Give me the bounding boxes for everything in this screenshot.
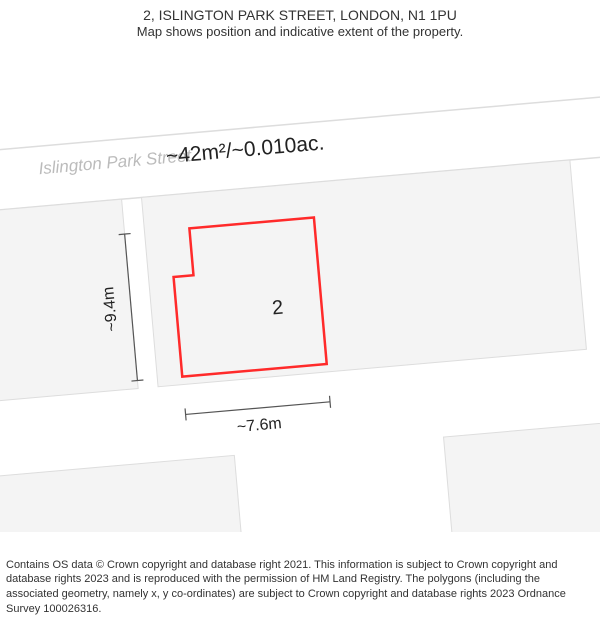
building-block <box>142 160 587 387</box>
header: 2, ISLINGTON PARK STREET, LONDON, N1 1PU… <box>0 0 600 41</box>
plot-number-label: 2 <box>271 297 284 320</box>
page-title: 2, ISLINGTON PARK STREET, LONDON, N1 1PU <box>0 6 600 24</box>
map-area: Islington Park Street2~9.4m~7.6m~42m²/~0… <box>0 44 600 532</box>
page: 2, ISLINGTON PARK STREET, LONDON, N1 1PU… <box>0 0 600 625</box>
map-svg: Islington Park Street2~9.4m~7.6m~42m²/~0… <box>0 44 600 532</box>
footer-attribution: Contains OS data © Crown copyright and d… <box>6 558 594 617</box>
page-subtitle: Map shows position and indicative extent… <box>0 24 600 41</box>
